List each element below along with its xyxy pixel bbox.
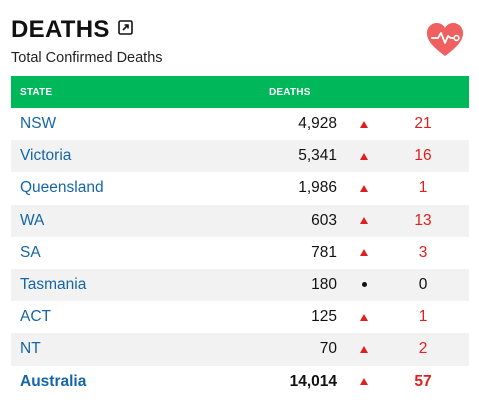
total-change-value: 57 bbox=[414, 372, 432, 390]
total-deaths-value: 14,014 bbox=[289, 372, 337, 390]
table-row: ACT 125 1 bbox=[11, 301, 469, 333]
deaths-value: 603 bbox=[311, 211, 337, 229]
change-value: 2 bbox=[418, 340, 428, 358]
total-state-link[interactable]: Australia bbox=[20, 372, 87, 390]
increase-arrow-icon bbox=[360, 217, 368, 225]
table-row: WA 603 13 bbox=[11, 204, 469, 237]
total-row: Australia 14,014 57 bbox=[11, 366, 469, 398]
deaths-value: 4,928 bbox=[298, 115, 337, 133]
external-expand-icon[interactable] bbox=[117, 19, 133, 35]
heart-pulse-icon bbox=[425, 22, 465, 58]
table-header-row: STATE DEATHS bbox=[11, 76, 469, 108]
state-link[interactable]: Victoria bbox=[20, 147, 72, 165]
state-link[interactable]: Tasmania bbox=[20, 276, 87, 294]
change-value: 16 bbox=[414, 147, 432, 165]
change-column-header bbox=[387, 76, 469, 108]
table-row: NT 70 2 bbox=[11, 333, 469, 366]
change-value: 21 bbox=[414, 115, 432, 133]
table-row: Tasmania 180 0 bbox=[11, 268, 469, 302]
deaths-value: 1,986 bbox=[298, 179, 337, 197]
state-link[interactable]: SA bbox=[20, 243, 41, 261]
increase-arrow-icon bbox=[360, 378, 368, 385]
trend-column-header bbox=[341, 76, 387, 108]
state-link[interactable]: NSW bbox=[20, 115, 57, 133]
deaths-value: 180 bbox=[311, 276, 337, 294]
no-change-dot-icon bbox=[361, 282, 367, 288]
increase-arrow-icon bbox=[360, 313, 368, 321]
increase-arrow-icon bbox=[360, 184, 368, 192]
page-title: DEATHS bbox=[11, 16, 110, 43]
deaths-column-header: DEATHS bbox=[269, 86, 311, 98]
increase-arrow-icon bbox=[360, 249, 368, 257]
state-link[interactable]: WA bbox=[20, 211, 45, 229]
state-link[interactable]: ACT bbox=[20, 308, 51, 326]
increase-arrow-icon bbox=[360, 120, 368, 128]
deaths-value: 781 bbox=[311, 243, 337, 261]
deaths-value: 5,341 bbox=[298, 147, 337, 165]
table-row: SA 781 3 bbox=[11, 237, 469, 269]
increase-arrow-icon bbox=[360, 345, 368, 353]
increase-arrow-icon bbox=[360, 152, 368, 160]
subtitle: Total Confirmed Deaths bbox=[11, 50, 163, 66]
table-body: NSW 4,928 21 Victoria 5,341 16 Queenslan… bbox=[11, 108, 469, 398]
change-value: 13 bbox=[414, 211, 432, 229]
table-row: Victoria 5,341 16 bbox=[11, 140, 469, 173]
state-column-header: STATE bbox=[20, 86, 53, 98]
change-value: 1 bbox=[418, 308, 428, 326]
state-link[interactable]: NT bbox=[20, 340, 41, 358]
change-value: 0 bbox=[418, 276, 428, 294]
deaths-header: DEATHS Total Confirmed Deaths bbox=[11, 14, 469, 70]
change-value: 3 bbox=[418, 243, 428, 261]
deaths-value: 70 bbox=[319, 340, 337, 358]
deaths-value: 125 bbox=[311, 308, 337, 326]
table-row: Queensland 1,986 1 bbox=[11, 172, 469, 204]
title-row: DEATHS bbox=[11, 14, 469, 46]
change-value: 1 bbox=[418, 179, 428, 197]
deaths-table: STATE DEATHS NSW 4,928 21 Victoria 5,341… bbox=[11, 76, 469, 398]
table-row: NSW 4,928 21 bbox=[11, 108, 469, 140]
state-link[interactable]: Queensland bbox=[20, 179, 104, 197]
